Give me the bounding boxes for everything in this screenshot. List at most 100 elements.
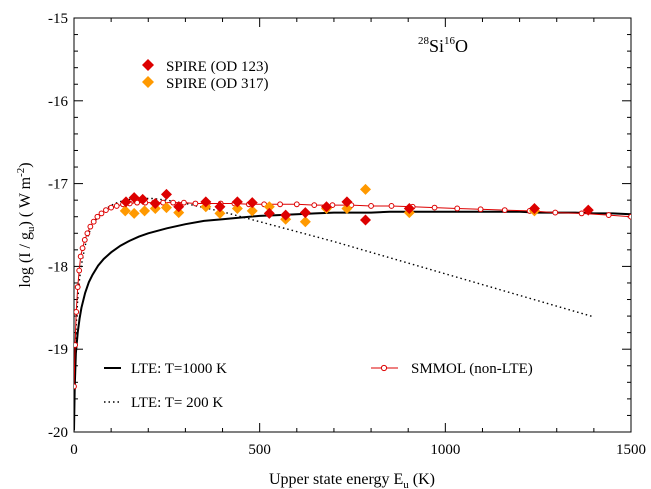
y-axis-title-superscript: -2 — [15, 168, 27, 177]
smmol-point — [76, 267, 83, 274]
y-axis-title-prefix: log (I / g — [17, 232, 34, 288]
smmol-point — [501, 207, 508, 213]
y-axis-title-suffix: ) — [17, 162, 34, 167]
od123-point — [246, 197, 258, 209]
od317-point — [299, 216, 311, 228]
smmol-point — [74, 284, 81, 291]
x-axis-title-subscript: u — [403, 479, 409, 489]
smmol-point — [388, 203, 395, 209]
y-tick-label: -18 — [48, 259, 68, 275]
od123-point — [137, 193, 149, 205]
smmol-point — [87, 223, 94, 230]
molecule-mass2: 16 — [444, 35, 456, 47]
smmol-point — [192, 200, 199, 207]
smmol-point — [84, 230, 91, 237]
smmol-point — [578, 210, 585, 217]
od123-point — [341, 196, 353, 208]
smmol-point — [368, 203, 374, 209]
od123-point — [280, 209, 292, 221]
od123-point — [321, 201, 333, 213]
od317-point — [173, 207, 185, 219]
od317-point — [231, 202, 243, 214]
od317-point — [214, 207, 226, 219]
y-axis-title: log (I / gu) ( W m-2) — [15, 162, 37, 287]
od123-point — [528, 202, 540, 214]
od123-point — [299, 207, 311, 219]
od317-point — [119, 205, 131, 217]
od317-point — [359, 183, 371, 195]
od123-point — [173, 201, 185, 213]
legend-marker-smmol — [380, 364, 388, 372]
smmol-point — [477, 206, 484, 213]
smmol-point — [81, 237, 88, 243]
molecule-mass1: 28 — [418, 35, 430, 47]
smmol-point — [431, 204, 438, 211]
legend-marker-od123 — [142, 59, 154, 71]
od317-point — [160, 202, 172, 214]
x-tick-label: 1000 — [430, 442, 460, 458]
smmol-point — [293, 201, 300, 208]
od123-point — [149, 197, 161, 209]
y-tick-label: -17 — [48, 177, 68, 193]
legend-bottom: LTE: T=1000 K LTE: T= 200 K SMMOL (non-L… — [104, 361, 533, 411]
smmol-point — [552, 209, 559, 216]
smmol-point — [160, 199, 167, 206]
x-axis-title: Upper state energy Eu (K) — [269, 471, 435, 489]
smmol-point — [94, 213, 101, 220]
series-layer — [74, 183, 631, 431]
od123-point — [582, 204, 594, 216]
smmol-point — [79, 245, 86, 252]
x-tick-label: 1500 — [616, 442, 646, 458]
od317-point — [341, 202, 353, 214]
od123-point — [200, 196, 212, 208]
legend-marker-od317 — [142, 76, 154, 88]
od123-point — [263, 207, 275, 219]
smmol-point — [74, 342, 79, 348]
smmol-point — [454, 205, 461, 212]
legend-label-smmol: SMMOL (non-LTE) — [411, 361, 533, 377]
legend-label-lte200: LTE: T= 200 K — [131, 395, 223, 411]
smmol-point — [108, 204, 115, 211]
od317-point — [139, 205, 151, 217]
smmol-point — [134, 199, 141, 206]
legend-label-od317: SPIRE (OD 317) — [166, 76, 269, 92]
legend-label-od123: SPIRE (OD 123) — [166, 59, 269, 75]
y-axis-title-subscript: u — [25, 226, 37, 232]
molecule-element2: O — [455, 36, 468, 56]
od123-point — [214, 201, 226, 213]
smmol-point — [74, 309, 80, 315]
smmol-point — [628, 213, 631, 220]
x-axis-title-prefix: Upper state energy E — [269, 471, 403, 488]
series-line-lte-200k — [74, 197, 595, 416]
od123-point — [403, 202, 415, 214]
smmol-point — [90, 218, 97, 225]
od317-point — [246, 205, 258, 217]
od317-point — [128, 207, 140, 219]
x-tick-label: 500 — [248, 442, 271, 458]
plot-frame — [73, 17, 632, 433]
molecule-element1: Si — [429, 36, 444, 56]
x-tick-label: 0 — [70, 442, 78, 458]
od123-point — [231, 196, 243, 208]
y-tick-label: -20 — [48, 425, 68, 441]
y-tick-label: -19 — [48, 342, 68, 358]
smmol-point — [77, 253, 84, 260]
legend-top: SPIRE (OD 123) SPIRE (OD 317) — [142, 59, 269, 92]
smmol-point — [605, 212, 612, 218]
smmol-point — [170, 199, 177, 206]
smmol-point — [181, 199, 187, 206]
molecule-label: 28Si16O — [418, 35, 468, 56]
smmol-point — [98, 210, 105, 217]
y-tick-label: -16 — [48, 94, 68, 110]
od123-point — [160, 188, 172, 200]
od123-point — [128, 192, 140, 204]
smmol-point — [113, 203, 120, 209]
y-axis-title-mid: ) ( W m — [17, 176, 34, 226]
axis-ticks — [73, 17, 632, 433]
smmol-point — [277, 201, 283, 208]
legend-label-lte1000: LTE: T=1000 K — [131, 361, 227, 377]
smmol-point — [311, 202, 318, 209]
smmol-point — [74, 383, 77, 390]
x-axis-title-suffix: (K) — [409, 471, 435, 488]
